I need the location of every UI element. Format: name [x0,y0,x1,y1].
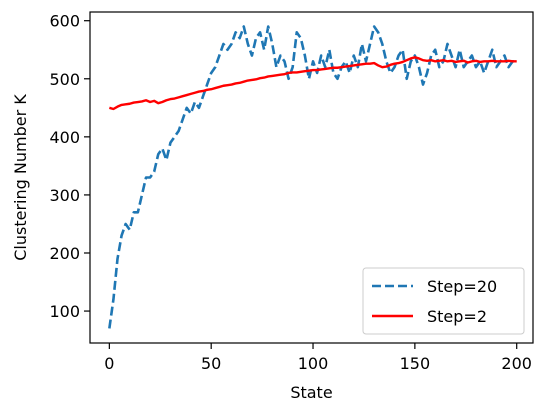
y-tick-label: 100 [49,302,80,321]
ticks: 0 50 100 150 200 100 200 300 400 500 600 [49,12,532,373]
y-axis-label: Clustering Number K [11,94,30,261]
legend-label-2: Step=2 [427,307,487,326]
axes [89,11,534,344]
x-tick-label: 100 [298,354,329,373]
series-line-2 [109,56,517,111]
y-tick-label: 300 [49,186,80,205]
legend-box [362,267,525,335]
y-tick-label: 500 [49,70,80,89]
x-tick-label: 150 [400,354,431,373]
series-line-1 [108,25,517,329]
x-axis-label: State [290,383,332,402]
legend-label-1: Step=20 [427,277,497,296]
y-tick-label: 200 [49,244,80,263]
x-tick-label: 200 [501,354,532,373]
x-tick-label: 50 [201,354,221,373]
plot-frame [89,11,534,344]
series-lines [108,25,517,329]
y-tick-label: 600 [49,12,80,31]
legend: Step=20 Step=2 [362,267,525,335]
x-tick-label: 0 [104,354,114,373]
y-tick-label: 400 [49,128,80,147]
